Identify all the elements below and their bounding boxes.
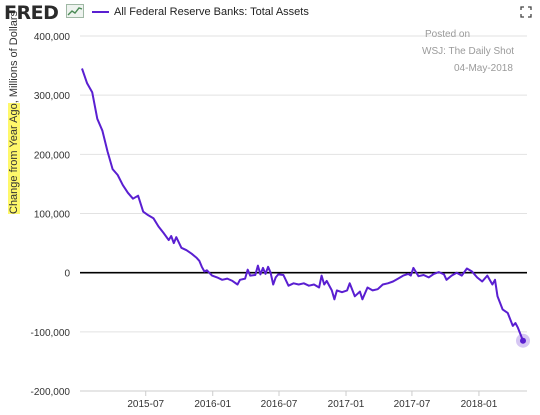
x-tick-label: 2018-01 [461,399,498,410]
x-tick-label: 2017-01 [328,399,365,410]
y-tick-label: 400,000 [34,32,71,43]
y-tick-label: 200,000 [34,150,71,161]
y-tick-label: -200,000 [31,387,71,398]
series-title[interactable]: All Federal Reserve Banks: Total Assets [114,6,309,18]
annotation-date: 04-May-2018 [454,63,513,74]
x-tick-label: 2015-07 [127,399,164,410]
legend-line-swatch [92,11,109,13]
annotation-source: WSJ: The Daily Shot [422,46,515,57]
x-tick-label: 2016-01 [194,399,231,410]
chart-header: FRED All Federal Reserve Banks: Total As… [0,0,540,26]
y-axis-label: Change from Year Ago, Millions of Dollar… [8,11,20,214]
y-tick-label: 0 [64,269,70,280]
x-tick-label: 2017-07 [394,399,431,410]
y-axis-label-highlight: Change from Year Ago [8,103,20,214]
expand-icon[interactable] [520,6,532,18]
y-tick-label: 100,000 [34,210,71,221]
y-tick-label: -100,000 [31,328,71,339]
x-tick-label: 2016-07 [261,399,298,410]
annotation-posted-on: Posted on [425,29,471,40]
fred-logo[interactable]: FRED [4,2,59,24]
y-tick-label: 300,000 [34,91,71,102]
y-axis-label-rest: , Millions of Dollars [8,10,20,104]
last-point-marker [520,337,526,344]
series-line [81,68,524,342]
fred-graph-icon [66,4,84,18]
